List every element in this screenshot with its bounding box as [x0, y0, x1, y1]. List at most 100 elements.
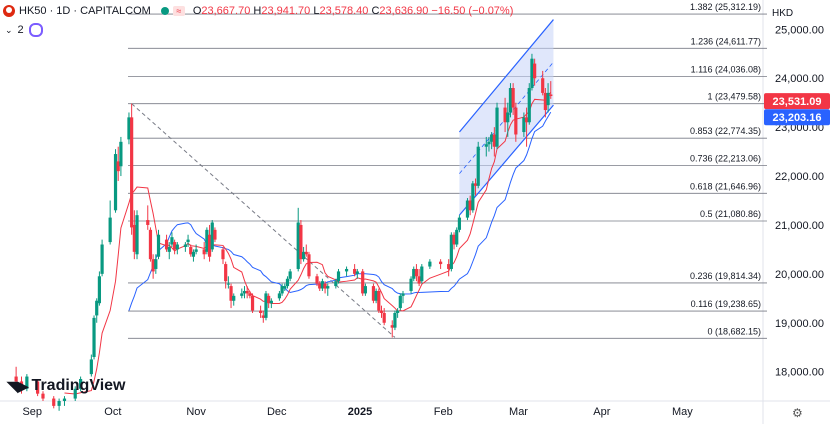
candle-body	[173, 242, 177, 250]
candle-body	[269, 300, 273, 304]
settings-gear-icon[interactable]: ⚙	[792, 406, 803, 420]
candle-body	[344, 268, 349, 272]
candle-body	[14, 376, 18, 382]
symbol-title[interactable]: HK50 · 1D · CAPITALCOM	[19, 5, 151, 17]
candle-body	[334, 281, 338, 287]
y-tick-label: 18,000.00	[775, 367, 824, 379]
symbol-legend[interactable]: HK50 · 1D · CAPITALCOM ≈ O23,667.70 H23,…	[3, 5, 513, 17]
candle-body	[492, 134, 496, 147]
candle-body	[151, 259, 155, 272]
candle-body	[288, 271, 292, 279]
candle-body	[476, 146, 480, 186]
y-tick-label: 24,000.00	[775, 73, 824, 85]
candle-body	[156, 234, 161, 257]
candle-body	[533, 63, 537, 79]
candle-body	[398, 295, 402, 309]
candle-body	[167, 246, 171, 252]
indicators-toggle[interactable]: ⌄ 2	[5, 23, 43, 37]
candle-body	[524, 117, 529, 123]
candle-body	[175, 244, 179, 250]
fib-level-label: 1 (23,479.58)	[707, 92, 761, 102]
low-value: 23,578.40	[319, 5, 369, 17]
open-value: 23,667.70	[201, 5, 251, 17]
candle-body	[210, 222, 214, 250]
candle-body	[224, 264, 228, 282]
candle-body	[412, 268, 416, 279]
x-tick-label: Feb	[434, 406, 453, 418]
candle-body	[471, 183, 475, 211]
candle-body	[401, 293, 405, 296]
candle-body	[242, 290, 247, 294]
candle-body	[240, 293, 244, 296]
candle-body	[285, 278, 290, 287]
tradingview-logo-icon: ◥▶	[7, 377, 29, 394]
candle-body	[307, 254, 311, 277]
high-label: H	[253, 5, 262, 17]
candle-body	[304, 251, 308, 255]
candle-body	[119, 141, 123, 167]
low-label: L	[313, 5, 320, 17]
layers-icon[interactable]	[28, 23, 43, 37]
candle-body	[277, 293, 282, 299]
chevron-down-icon[interactable]: ⌄	[5, 24, 13, 35]
x-tick-label: 2025	[348, 406, 372, 418]
candle-body	[232, 295, 236, 301]
candle-body	[207, 234, 212, 257]
candle-body	[183, 244, 187, 247]
candle-body	[503, 107, 507, 123]
candle-body	[135, 215, 139, 255]
price-tag-bg	[764, 93, 830, 110]
candle-body	[221, 249, 225, 260]
candle-body	[336, 271, 341, 282]
candle-body	[374, 290, 378, 301]
candle-body	[52, 398, 56, 406]
candle-body	[100, 244, 104, 274]
x-tick-label: Nov	[186, 406, 206, 418]
indicator-count: 2	[17, 24, 24, 36]
candle-body	[414, 268, 419, 277]
close-label: C	[371, 5, 380, 17]
candle-body	[259, 310, 263, 313]
candle-body	[323, 283, 327, 289]
candle-body	[264, 293, 268, 318]
high-value: 23,941.70	[261, 5, 311, 17]
candle-body	[506, 112, 510, 123]
candle-body	[148, 229, 153, 260]
x-tick-label: May	[672, 406, 693, 418]
channel-upper-line	[458, 19, 554, 133]
y-tick-label: 20,000.00	[775, 269, 824, 281]
candle-body	[108, 217, 112, 243]
candle-body	[315, 276, 319, 284]
candle-body	[73, 388, 77, 399]
y-tick-label: 21,000.00	[775, 220, 824, 232]
candle-body	[62, 398, 67, 401]
candle-body	[132, 224, 136, 252]
open-label: O	[192, 5, 202, 17]
y-tick-label: 19,000.00	[775, 318, 824, 330]
candle-body	[261, 315, 265, 318]
candle-body	[439, 261, 443, 265]
candle-body	[164, 239, 169, 250]
candle-body	[396, 310, 400, 313]
candle-body	[130, 117, 134, 228]
currency-label[interactable]: HKD	[772, 8, 794, 19]
candle-body	[455, 229, 459, 245]
candle-body	[41, 393, 45, 399]
candle-body	[541, 78, 545, 93]
wave-icon[interactable]: ≈	[172, 6, 185, 16]
candle-body	[377, 290, 381, 311]
candle-body	[280, 286, 284, 294]
candle-body	[301, 251, 306, 260]
candle-body	[409, 278, 413, 291]
fib-level-label: 1.382 (25,312.19)	[690, 2, 761, 12]
candle-body	[379, 310, 384, 313]
candle-body	[355, 271, 359, 274]
candle-body	[186, 239, 190, 243]
candle-body	[296, 222, 300, 269]
change-value: −16.50 (−0.07%)	[431, 5, 514, 17]
price-tag-label: 23,531.09	[773, 96, 822, 108]
candle-body	[116, 161, 120, 172]
candle-body	[543, 92, 547, 111]
candle-body	[95, 300, 99, 316]
